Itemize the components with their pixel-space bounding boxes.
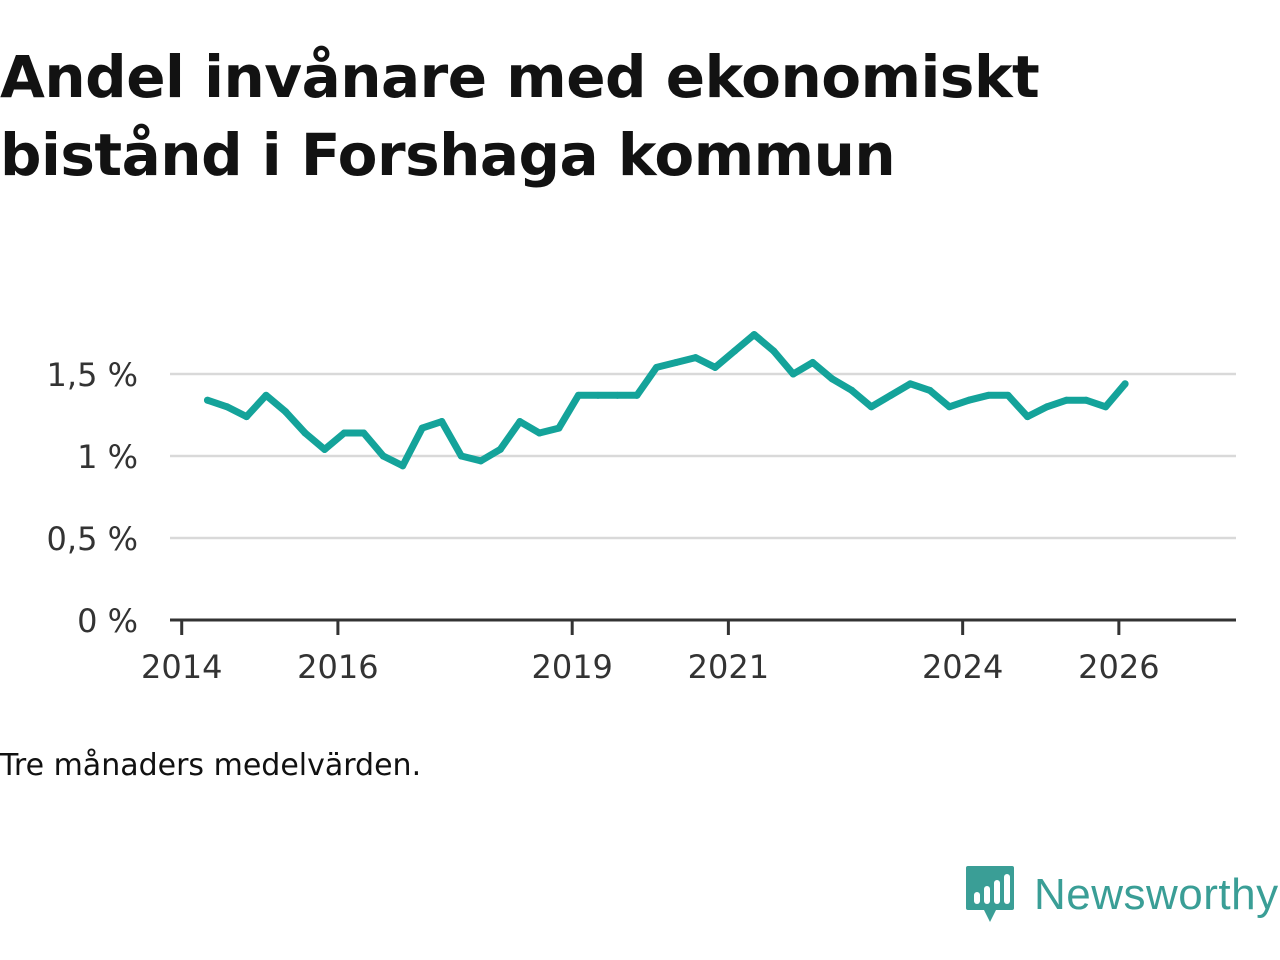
data-point [1043, 403, 1051, 411]
data-point [867, 403, 875, 411]
data-point [321, 445, 329, 453]
y-tick-label: 0,5 % [47, 520, 138, 558]
data-point [282, 408, 290, 416]
data-point [1082, 396, 1090, 404]
data-point [594, 391, 602, 399]
data-point [653, 363, 661, 371]
data-point [516, 418, 524, 426]
data-point [223, 403, 231, 411]
data-point [984, 391, 992, 399]
data-point [574, 391, 582, 399]
data-point [203, 396, 211, 404]
series-line-0 [204, 331, 1129, 470]
data-point [1004, 391, 1012, 399]
x-tick-label: 2016 [297, 648, 378, 686]
y-axis-labels: 0 % 0,5 % 1 % 1,5 % [47, 356, 138, 640]
y-tick-label: 1 % [77, 438, 138, 476]
data-point [672, 359, 680, 367]
data-point [418, 424, 426, 432]
x-axis-ticks: 2014 2016 2019 2021 2024 2026 [141, 620, 1160, 686]
data-point [789, 370, 797, 378]
brand-logo[interactable]: Newsworthy [964, 864, 1279, 926]
footnote: Tre månaders medelvärden. [0, 748, 422, 783]
data-point [750, 331, 758, 339]
data-point [535, 429, 543, 437]
data-point [1023, 413, 1031, 421]
data-point [496, 445, 504, 453]
line-chart: 0 % 0,5 % 1 % 1,5 % 2014 2016 2019 2021 2024 202… [47, 331, 1236, 686]
series-group [203, 331, 1129, 470]
y-tick-label: 1,5 % [47, 356, 138, 394]
data-point [633, 391, 641, 399]
data-point [770, 347, 778, 355]
data-point [828, 375, 836, 383]
newsworthy-logo-icon [966, 866, 1014, 922]
data-point [887, 391, 895, 399]
data-point [926, 386, 934, 394]
y-tick-label: 0 % [77, 602, 138, 640]
data-point [360, 429, 368, 437]
data-point [711, 363, 719, 371]
brand-name: Newsworthy [1034, 870, 1279, 919]
data-point [731, 347, 739, 355]
x-tick-label: 2019 [531, 648, 612, 686]
gridlines [170, 372, 1236, 540]
data-point [438, 418, 446, 426]
x-tick-label: 2026 [1078, 648, 1159, 686]
data-point [243, 413, 251, 421]
x-tick-label: 2021 [688, 648, 769, 686]
data-point [1121, 380, 1129, 388]
x-tick-label: 2024 [922, 648, 1003, 686]
data-point [1102, 403, 1110, 411]
title-line-2: bistånd i Forshaga kommun [0, 121, 896, 189]
data-point [379, 452, 387, 460]
chart-title: Andel invånare med ekonomiskt bistånd i … [0, 38, 1100, 194]
data-point [1063, 396, 1071, 404]
x-tick-label: 2014 [141, 648, 222, 686]
data-point [613, 391, 621, 399]
data-point [301, 429, 309, 437]
data-point [457, 452, 465, 460]
data-point [692, 354, 700, 362]
data-point [906, 380, 914, 388]
data-point [340, 429, 348, 437]
data-point [477, 457, 485, 465]
data-point [262, 391, 270, 399]
data-point [809, 359, 817, 367]
data-point [399, 462, 407, 470]
data-point [555, 424, 563, 432]
data-point [965, 396, 973, 404]
data-point [848, 386, 856, 394]
title-line-1: Andel invånare med ekonomiskt [0, 43, 1040, 111]
data-point [945, 403, 953, 411]
